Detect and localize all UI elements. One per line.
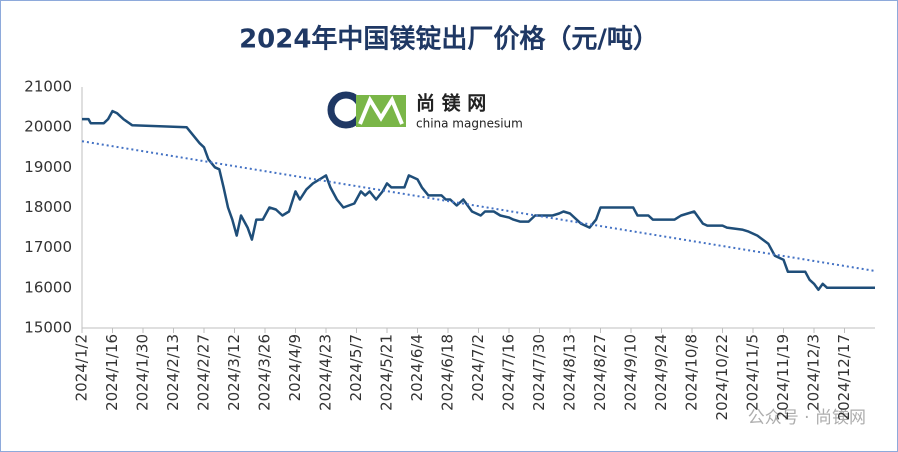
x-tick-label: 2024/1/16 <box>103 334 121 411</box>
x-tick-label: 2024/10/22 <box>713 334 731 420</box>
y-tick-label: 20000 <box>24 118 72 136</box>
x-tick-label: 2024/5/21 <box>378 334 396 411</box>
y-tick-label: 18000 <box>24 198 72 216</box>
price-line <box>82 109 875 292</box>
x-tick-label: 2024/8/13 <box>561 334 579 411</box>
x-tick-label: 2024/12/3 <box>805 334 823 411</box>
logo: 尚 镁 网 china magnesium <box>327 91 523 131</box>
x-tick-label: 2024/6/18 <box>439 334 457 411</box>
chart-title: 2024年中国镁锭出厂价格（元/吨） <box>239 24 659 55</box>
x-tick-label: 2024/9/24 <box>652 334 670 411</box>
x-tick-label: 2024/6/4 <box>408 334 426 401</box>
logo-subtitle: china magnesium <box>416 117 523 131</box>
x-tick-label: 2024/9/10 <box>622 334 640 411</box>
y-tick-label: 19000 <box>24 158 72 176</box>
trend-line <box>81 140 876 272</box>
x-tick-label: 2024/7/16 <box>500 334 518 411</box>
x-tick-label: 2024/1/2 <box>73 334 91 401</box>
x-tick-label: 2024/10/8 <box>683 334 701 411</box>
x-tick-label: 2024/11/5 <box>744 334 762 411</box>
x-tick-label: 2024/2/13 <box>164 334 182 411</box>
x-tick-label: 2024/11/19 <box>774 334 792 420</box>
x-tick-label: 2024/1/30 <box>134 334 152 411</box>
logo-m-stroke <box>358 95 404 125</box>
x-tick-label: 2024/2/27 <box>195 334 213 411</box>
x-tick-label: 2024/7/2 <box>469 334 487 401</box>
x-tick-label: 2024/3/26 <box>256 334 274 411</box>
x-tick-label: 2024/8/27 <box>591 334 609 411</box>
x-tick-label: 2024/7/30 <box>530 334 548 411</box>
x-tick-label: 2024/3/12 <box>225 334 243 411</box>
x-tick-label: 2024/12/17 <box>835 334 853 420</box>
y-tick-label: 17000 <box>24 238 72 256</box>
x-tick-label: 2024/5/7 <box>347 334 365 401</box>
y-tick-label: 21000 <box>24 78 72 96</box>
y-tick-label: 16000 <box>24 278 72 296</box>
x-tick-label: 2024/4/23 <box>317 334 335 411</box>
y-tick-label: 15000 <box>24 319 72 337</box>
logo-name: 尚 镁 网 <box>416 92 486 115</box>
x-tick-label: 2024/4/9 <box>286 334 304 401</box>
watermark: 公众号 · 尚镁网 <box>748 408 866 428</box>
